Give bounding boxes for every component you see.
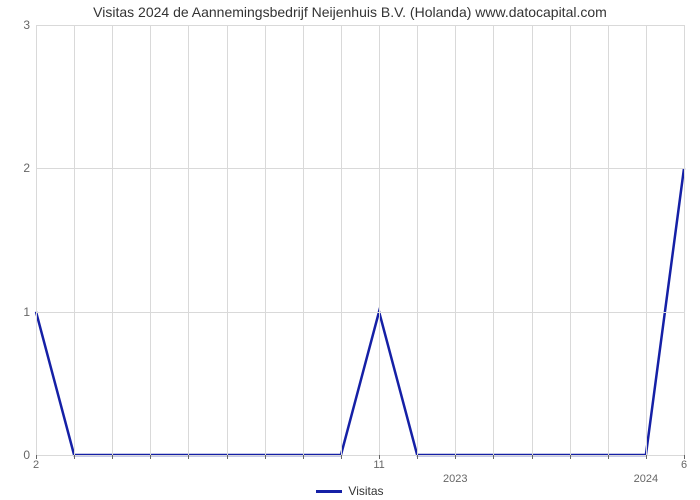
x-tick-label: 6 [681,459,687,471]
grid-line-v [570,25,571,455]
grid-line-v [112,25,113,455]
x-minor-tick [150,455,151,459]
grid-line-v [227,25,228,455]
grid-line-v [684,25,685,455]
grid-line-h [36,168,684,169]
legend-swatch [316,490,342,493]
grid-line-v [150,25,151,455]
x-minor-tick [570,455,571,459]
grid-line-v [74,25,75,455]
x-minor-tick [227,455,228,459]
x-minor-tick [74,455,75,459]
grid-line-v [36,25,37,455]
grid-line-v [265,25,266,455]
x-minor-tick [417,455,418,459]
x-minor-tick [341,455,342,459]
y-tick-label: 2 [10,161,30,175]
grid-line-v [379,25,380,455]
x-minor-tick [303,455,304,459]
grid-line-v [646,25,647,455]
x-minor-tick [112,455,113,459]
x-tick-label: 2 [33,459,39,471]
chart-container: Visitas 2024 de Aannemingsbedrijf Neijen… [0,0,700,500]
plot-area [36,25,684,455]
x-minor-tick [455,455,456,459]
x-minor-tick [532,455,533,459]
grid-line-v [608,25,609,455]
grid-line-v [493,25,494,455]
grid-line-v [341,25,342,455]
grid-line-h [36,25,684,26]
grid-line-v [455,25,456,455]
x-minor-tick [188,455,189,459]
grid-line-h [36,312,684,313]
grid-line-v [188,25,189,455]
x-minor-tick [646,455,647,459]
x-minor-tick [265,455,266,459]
grid-line-v [303,25,304,455]
chart-title: Visitas 2024 de Aannemingsbedrijf Neijen… [0,4,700,20]
grid-line-h [36,455,684,456]
y-tick-label: 3 [10,18,30,32]
x-minor-tick [493,455,494,459]
grid-line-v [532,25,533,455]
y-tick-label: 1 [10,305,30,319]
line-series [36,25,684,455]
grid-line-v [417,25,418,455]
legend: Visitas [0,484,700,498]
y-tick-label: 0 [10,448,30,462]
x-minor-tick [608,455,609,459]
legend-label: Visitas [348,484,383,498]
x-tick-label: 11 [373,459,384,471]
